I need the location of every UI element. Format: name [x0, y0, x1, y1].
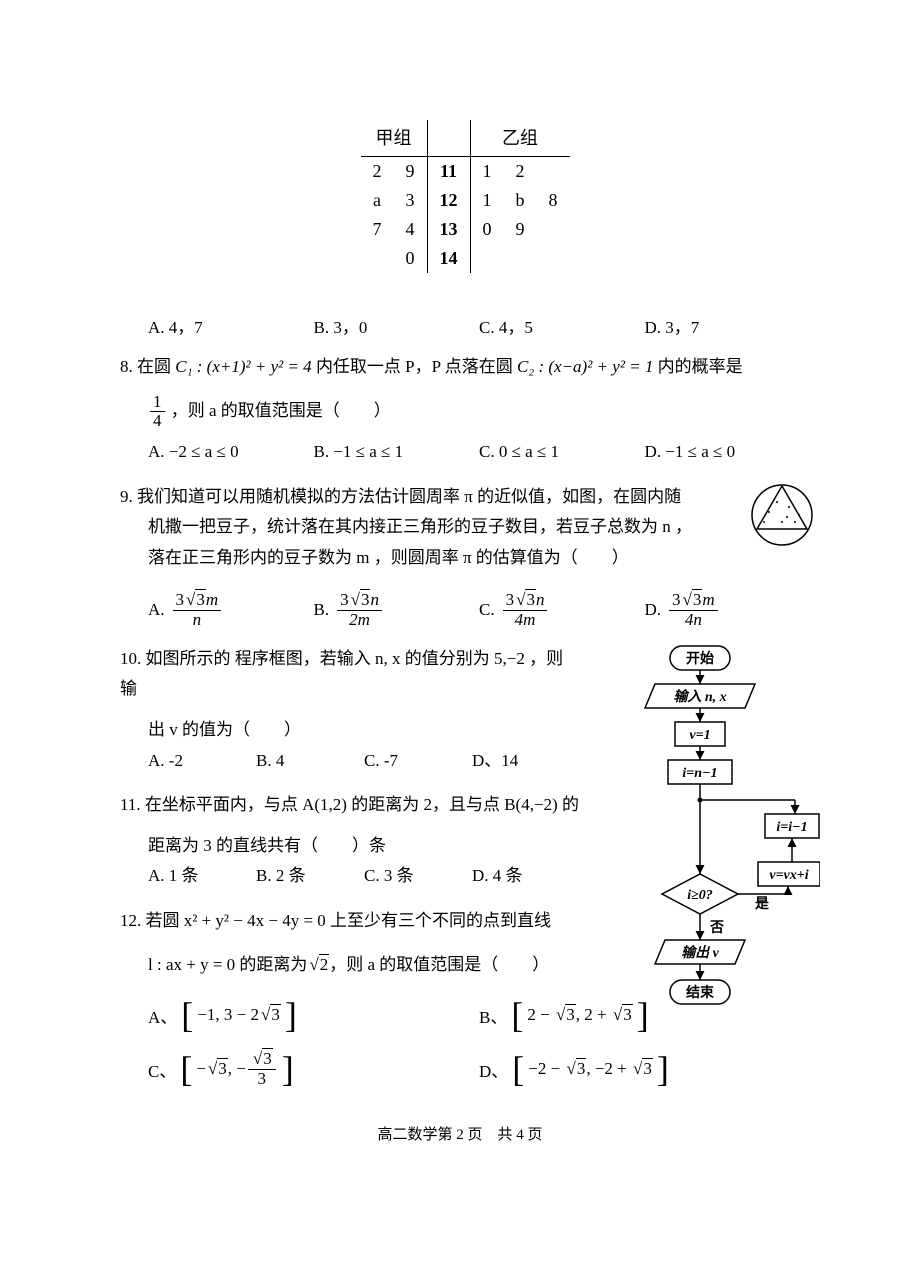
- q10-line1: 10. 如图所示的 程序框图，若输入 n, x 的值分别为 5,−2 ，则输: [120, 644, 580, 705]
- choice-c: C. 4，5: [479, 313, 645, 338]
- cell: [470, 244, 504, 273]
- flowchart-icon: 开始 输入 n, x v=1 i=n−1 i=i−1 v=vx+i i≥0? 是: [620, 644, 820, 1034]
- stem: 11: [427, 157, 470, 187]
- cell: 1: [470, 157, 504, 187]
- q8-line2: 14 ，则 a 的取值范围是（ ）: [120, 393, 810, 431]
- stem: 12: [427, 186, 470, 215]
- q10-line2: 出 v 的值为（ ）: [120, 715, 580, 746]
- cell: 9: [504, 215, 537, 244]
- svg-text:输入 n, x: 输入 n, x: [673, 688, 726, 705]
- choice-b: B. 3，0: [314, 313, 480, 338]
- circle-triangle-icon: [749, 482, 815, 548]
- cell: [504, 244, 537, 273]
- q9-choices: A. 33mn B. 33n2m C. 33n4m D. 33m4n: [148, 591, 810, 629]
- flowchart-section: 10. 如图所示的 程序框图，若输入 n, x 的值分别为 5,−2 ，则输 出…: [120, 644, 810, 1089]
- svg-text:i=n−1: i=n−1: [682, 766, 717, 781]
- svg-text:输出 v: 输出 v: [681, 944, 719, 961]
- cell: b: [504, 186, 537, 215]
- choice-d: D、14: [472, 746, 580, 777]
- left-group-header: 甲组: [361, 120, 428, 157]
- choice-d: D、 [−2 − 3, −2 + 3]: [479, 1055, 810, 1084]
- choice-c: C. -7: [364, 746, 472, 777]
- choice-a: A. 1 条: [148, 861, 256, 892]
- q11-line2: 距离为 3 的直线共有（ ）条: [120, 831, 580, 862]
- cell: 7: [361, 215, 394, 244]
- svg-text:是: 是: [755, 896, 770, 912]
- q8-choices: A. −2 ≤ a ≤ 0 B. −1 ≤ a ≤ 1 C. 0 ≤ a ≤ 1…: [120, 437, 810, 468]
- fraction-icon: 14: [148, 393, 167, 431]
- question-10: 10. 如图所示的 程序框图，若输入 n, x 的值分别为 5,−2 ，则输 出…: [120, 644, 580, 776]
- question-8: 8. 在圆 C₁ : (x+1)² + y² = 4 内任取一点 P，P 点落在…: [120, 352, 810, 468]
- stem: 13: [427, 215, 470, 244]
- cell: 9: [394, 157, 428, 187]
- choice-a: A. 33mn: [148, 591, 314, 629]
- choice-b: B. 4: [256, 746, 364, 777]
- cell: 2: [504, 157, 537, 187]
- svg-text:结束: 结束: [686, 984, 715, 1001]
- q12-line2: l : ax + y = 0 的距离为2，则 a 的取值范围是（ ）: [120, 950, 580, 981]
- choice-a: A、 [−1, 3 − 23]: [148, 1001, 479, 1030]
- cell: [361, 244, 394, 273]
- choice-d: D. 4 条: [472, 861, 580, 892]
- choice-b: B. 2 条: [256, 861, 364, 892]
- stem: 14: [427, 244, 470, 273]
- svg-text:i≥0?: i≥0?: [687, 888, 713, 903]
- question-9: 9. 我们知道可以用随机模拟的方法估计圆周率 π 的近似值，如图，在圆内随 机撒…: [120, 482, 810, 630]
- choice-d: D. −1 ≤ a ≤ 0: [645, 437, 811, 468]
- q7-choices: A. 4，7 B. 3，0 C. 4，5 D. 3，7: [120, 313, 810, 338]
- q11-choices: A. 1 条 B. 2 条 C. 3 条 D. 4 条: [120, 861, 580, 892]
- choice-d: D. 3，7: [645, 313, 811, 338]
- stem-leaf-table: 甲组 乙组 2 9 11 1 2 a 3 12 1 b 8 7 4 13 0 9…: [361, 120, 570, 273]
- cell: 3: [394, 186, 428, 215]
- cell: [537, 157, 570, 187]
- cell: 2: [361, 157, 394, 187]
- q8-text: 8. 在圆 C₁ : (x+1)² + y² = 4 内任取一点 P，P 点落在…: [120, 357, 743, 376]
- svg-text:否: 否: [709, 920, 724, 936]
- choice-a: A. −2 ≤ a ≤ 0: [148, 437, 314, 468]
- stem-col: [427, 120, 470, 157]
- choice-c: C. 0 ≤ a ≤ 1: [479, 437, 645, 468]
- choice-c: C. 33n4m: [479, 591, 645, 629]
- q9-line3: 落在正三角形内的豆子数为 m ，则圆周率 π 的估算值为（ ）: [120, 543, 730, 574]
- q9-line1: 9. 我们知道可以用随机模拟的方法估计圆周率 π 的近似值，如图，在圆内随: [120, 482, 730, 513]
- question-12: 12. 若圆 x² + y² − 4x − 4y = 0 上至少有三个不同的点到…: [120, 906, 580, 981]
- cell: 0: [470, 215, 504, 244]
- cell: [537, 215, 570, 244]
- q9-line2: 机撒一把豆子，统计落在其内接正三角形的豆子数目，若豆子总数为 n ，: [120, 512, 730, 543]
- choice-c: C、 [−3, −33]: [148, 1050, 479, 1088]
- svg-text:i=i−1: i=i−1: [776, 820, 807, 835]
- right-group-header: 乙组: [470, 120, 570, 157]
- q10-choices: A. -2 B. 4 C. -7 D、14: [120, 746, 580, 777]
- choice-a: A. 4，7: [148, 313, 314, 338]
- choice-d: D. 33m4n: [645, 591, 811, 629]
- choice-a: A. -2: [148, 746, 256, 777]
- cell: [537, 244, 570, 273]
- choice-c: C. 3 条: [364, 861, 472, 892]
- cell: 0: [394, 244, 428, 273]
- question-11: 11. 在坐标平面内，与点 A(1,2) 的距离为 2，且与点 B(4,−2) …: [120, 790, 580, 892]
- svg-text:开始: 开始: [686, 650, 714, 667]
- choice-b: B. −1 ≤ a ≤ 1: [314, 437, 480, 468]
- q12-line1: 12. 若圆 x² + y² − 4x − 4y = 0 上至少有三个不同的点到…: [120, 906, 580, 937]
- svg-text:v=1: v=1: [689, 728, 710, 743]
- cell: 8: [537, 186, 570, 215]
- svg-text:v=vx+i: v=vx+i: [769, 868, 808, 883]
- page-footer: 高二数学第 2 页 共 4 页: [0, 1123, 920, 1144]
- cell: a: [361, 186, 394, 215]
- cell: 1: [470, 186, 504, 215]
- choice-b: B. 33n2m: [314, 591, 480, 629]
- q12-choices-row2: C、 [−3, −33] D、 [−2 − 3, −2 + 3]: [148, 1050, 810, 1088]
- q11-line1: 11. 在坐标平面内，与点 A(1,2) 的距离为 2，且与点 B(4,−2) …: [120, 790, 580, 821]
- cell: 4: [394, 215, 428, 244]
